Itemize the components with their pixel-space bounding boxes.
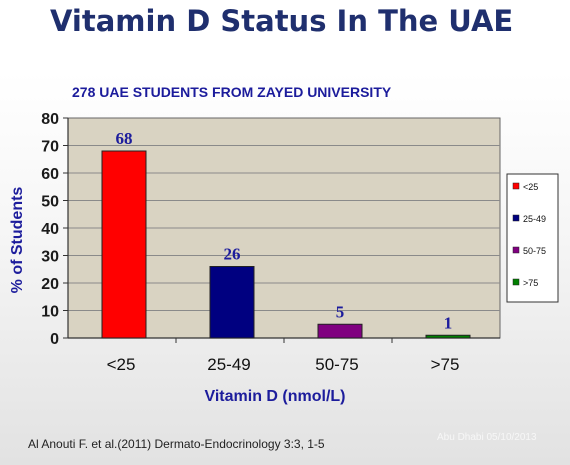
x-tick-label: >75 — [431, 355, 460, 374]
y-tick-label: 60 — [41, 166, 59, 183]
x-axis-label: Vitamin D (nmol/L) — [204, 388, 345, 405]
data-label: 5 — [336, 302, 345, 321]
y-tick-label: 0 — [50, 331, 59, 348]
bar — [317, 323, 363, 339]
y-axis-label: % of Students — [9, 187, 26, 294]
y-tick-label: 20 — [41, 276, 59, 293]
legend-label: 25-49 — [523, 214, 546, 224]
x-tick-label: 50-75 — [315, 355, 358, 374]
legend-swatch — [512, 182, 520, 190]
legend-swatch — [512, 214, 520, 222]
citation: Al Anouti F. et al.(2011) Dermato-Endocr… — [28, 437, 325, 451]
data-label: 1 — [444, 313, 453, 332]
y-tick-label: 80 — [41, 111, 59, 128]
y-tick-label: 50 — [41, 194, 59, 211]
legend-label: <25 — [523, 182, 538, 192]
legend — [506, 173, 559, 303]
bar — [209, 266, 255, 339]
x-tick-label: <25 — [107, 355, 136, 374]
y-tick-label: 70 — [41, 139, 59, 156]
legend-label: 50-75 — [523, 246, 546, 256]
watermark: Abu Dhabi 05/10/2013 — [437, 432, 537, 443]
bar — [101, 150, 147, 339]
legend-label: >75 — [523, 278, 538, 288]
y-tick-label: 10 — [41, 304, 59, 321]
data-label: 68 — [116, 129, 133, 148]
x-tick-label: 25-49 — [207, 355, 250, 374]
legend-swatch — [512, 246, 520, 254]
slide-title-area — [0, 0, 570, 72]
slide-title: Vitamin D Status In The UAE — [50, 4, 514, 38]
y-tick-label: 40 — [41, 221, 59, 238]
chart-title: 278 UAE STUDENTS FROM ZAYED UNIVERSITY — [72, 84, 392, 100]
y-tick-label: 30 — [41, 249, 59, 266]
legend-swatch — [512, 278, 520, 286]
bar — [425, 334, 471, 339]
data-label: 26 — [224, 245, 241, 264]
